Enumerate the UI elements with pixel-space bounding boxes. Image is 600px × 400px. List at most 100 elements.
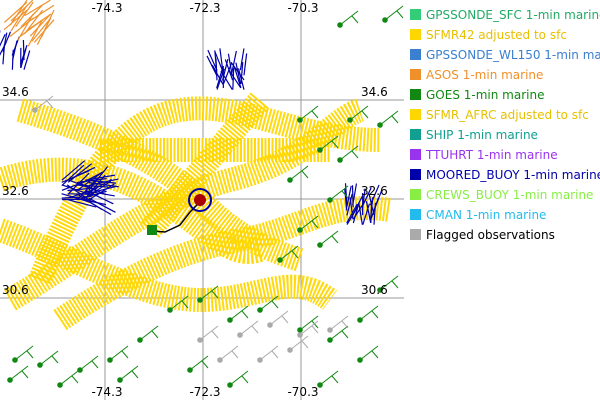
wind-barb — [344, 183, 348, 206]
lat-label: 30.6 — [2, 283, 29, 297]
wind-barb — [219, 345, 239, 361]
wind-barb — [181, 300, 189, 309]
station-dot — [317, 382, 323, 388]
wind-barb — [231, 350, 239, 359]
wind-barb — [61, 195, 92, 199]
lon-label: -70.3 — [287, 385, 318, 399]
legend-swatch — [410, 89, 421, 100]
station-dot — [297, 117, 303, 123]
wind-barb — [379, 275, 399, 291]
lon-label: -74.3 — [91, 385, 122, 399]
wind-barb — [88, 197, 116, 213]
wind-barb — [251, 325, 259, 334]
wind-barb — [119, 365, 139, 381]
wind-barb — [301, 340, 309, 349]
ship-marker — [147, 225, 157, 235]
wind-barb — [88, 183, 115, 201]
station-dot — [297, 327, 303, 333]
legend-label: SHIP 1-min marine — [426, 128, 538, 142]
station-dot — [337, 157, 343, 163]
wind-barb — [341, 320, 349, 329]
legend-swatch — [410, 129, 421, 140]
station-dot — [167, 307, 173, 313]
station-dot — [57, 382, 63, 388]
station-dot — [12, 357, 18, 363]
wind-barb — [221, 59, 229, 81]
wind-barb — [311, 110, 319, 119]
wind-barb — [331, 140, 339, 149]
legend-swatch — [410, 49, 421, 60]
wind-barb — [239, 320, 259, 336]
wind-barb — [229, 370, 249, 386]
lat-label: 32.6 — [2, 184, 29, 198]
station-dot — [337, 22, 343, 28]
station-dot — [377, 122, 383, 128]
wind-barb — [85, 190, 115, 197]
station-dot — [357, 317, 363, 323]
wind-barb — [19, 44, 28, 65]
sfmr-swath — [0, 218, 338, 313]
wind-barb — [329, 185, 349, 201]
wind-barb — [86, 179, 117, 184]
wind-barb — [24, 0, 51, 17]
wind-barb — [66, 184, 93, 203]
wind-barb — [9, 365, 29, 381]
wind-barb — [259, 345, 279, 361]
station-dot — [267, 322, 273, 328]
station-dot — [327, 197, 333, 203]
wind-barb — [329, 315, 349, 331]
wind-barb — [121, 350, 129, 359]
wind-barb — [291, 250, 299, 259]
wind-barb — [199, 285, 219, 301]
wind-barb — [29, 13, 51, 37]
station-dot — [317, 242, 323, 248]
wind-barb — [207, 49, 218, 71]
wind-barb — [61, 170, 90, 183]
legend-label: GOES 1-min marine — [426, 88, 544, 102]
wind-barb — [33, 19, 55, 43]
wind-barb — [51, 355, 59, 364]
legend-label: GPSSONDE_WL150 1-min marine — [426, 48, 600, 62]
sfmr-swath — [28, 96, 381, 285]
lon-label: -72.3 — [189, 1, 220, 15]
sfmr-swath — [4, 98, 365, 311]
wind-barb — [21, 370, 29, 379]
wind-barb — [68, 187, 97, 199]
wind-barb — [67, 163, 93, 183]
wind-barb — [39, 350, 59, 366]
wind-barb — [346, 185, 352, 208]
legend-swatch — [410, 189, 421, 200]
wind-barb — [271, 350, 279, 359]
wind-barb — [359, 305, 379, 321]
wind-barb — [371, 310, 379, 319]
wind-barb — [25, 13, 52, 32]
station-dot — [257, 357, 263, 363]
wind-barb — [61, 164, 85, 187]
wind-barb — [139, 325, 159, 341]
wind-barb — [346, 193, 353, 216]
wind-barb — [391, 280, 399, 289]
legend-label: MOORED_BUOY 1-min marine — [426, 168, 600, 182]
wind-barb — [233, 66, 242, 89]
lat-label: 30.6 — [361, 283, 388, 297]
wind-barb — [351, 15, 359, 24]
wind-barb — [349, 105, 369, 121]
wind-barb — [3, 9, 28, 31]
legend-swatch — [410, 209, 421, 220]
wind-barb — [201, 360, 209, 369]
station-dot — [32, 107, 38, 113]
wind-barb — [10, 0, 34, 22]
station-dot — [187, 367, 193, 373]
wind-barb — [351, 150, 359, 159]
wind-barb — [271, 300, 279, 309]
wind-barb — [216, 68, 225, 90]
wind-barb — [232, 67, 235, 90]
sfmr-swath — [53, 196, 392, 330]
wind-barb — [61, 160, 86, 181]
wind-barb — [289, 335, 309, 351]
legend-swatch — [410, 169, 421, 180]
wind-barb — [353, 199, 366, 220]
wind-barb — [346, 205, 359, 225]
station-dot — [327, 327, 333, 333]
